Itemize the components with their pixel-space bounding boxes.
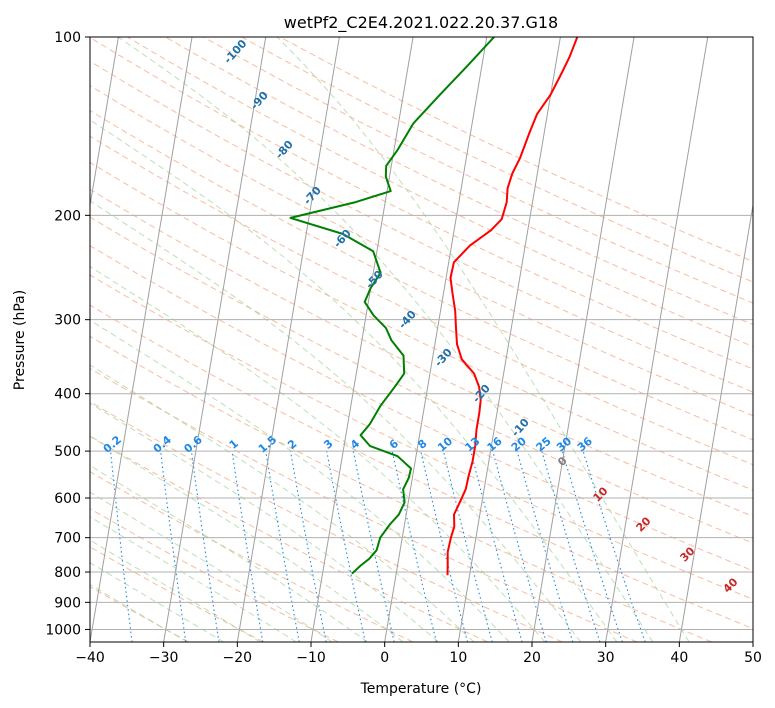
moist-adiabat [90, 265, 546, 642]
moist-adiabat [90, 200, 582, 642]
dry-adiabat [90, 188, 753, 517]
dry-adiabat [90, 435, 488, 642]
mixing-ratio-line [492, 450, 547, 642]
mixing-ratio-line [190, 451, 220, 642]
dry-adiabat [241, 37, 753, 283]
moist-adiabat [90, 364, 475, 642]
mixing-ratio-line [516, 450, 574, 642]
dry-adiabat [90, 135, 753, 466]
x-axis: −40 −30 −20 −10 0 10 20 30 40 50 [75, 642, 762, 666]
dry-adiabat [165, 37, 753, 326]
y-tick-label: 1000 [45, 622, 81, 638]
x-tick-label: −10 [296, 650, 326, 666]
isobar-grid [90, 37, 753, 630]
mixing-ratio-lines [110, 450, 646, 642]
dry-adiabat [90, 161, 753, 491]
isotherm-line [531, 37, 635, 642]
y-tick-label: 900 [54, 595, 81, 611]
moist-adiabat [276, 37, 690, 642]
dry-adiabat [90, 216, 753, 544]
dry-adiabat [127, 37, 753, 348]
y-tick-label: 700 [54, 531, 81, 547]
x-tick-label: 10 [449, 650, 467, 666]
x-tick-label: 30 [597, 650, 615, 666]
isotherm-line [384, 37, 488, 642]
mixing-ratio-line [265, 451, 300, 642]
y-axis: 100 200 300 400 500 600 700 800 900 1000 [45, 30, 90, 638]
isotherm-line [457, 37, 561, 642]
x-tick-label: −40 [75, 650, 105, 666]
temperature-profile [446, 37, 579, 576]
dry-adiabat [90, 60, 753, 393]
y-tick-label: 600 [54, 491, 81, 507]
mixing-ratio-line [541, 450, 601, 642]
isotherm-line [90, 37, 119, 209]
chart-title: wetPf2_C2E4.2021.022.20.37.G18 [284, 13, 558, 33]
isotherm-line [90, 37, 193, 642]
moist-adiabat [90, 465, 368, 642]
dry-adiabat [90, 304, 753, 630]
x-tick-label: 20 [523, 650, 541, 666]
y-tick-label: 400 [54, 387, 81, 403]
isotherm-line [163, 37, 267, 642]
moist-adiabat [90, 539, 261, 642]
isotherm-line [310, 37, 414, 642]
data-series [289, 37, 579, 576]
moist-adiabat [90, 402, 439, 642]
dry-adiabat [90, 274, 753, 600]
mixing-ratio-line [470, 450, 523, 642]
isotherm-grid [90, 37, 753, 642]
mixing-ratio-line [231, 451, 264, 642]
y-tick-label: 200 [54, 208, 81, 224]
x-tick-label: 50 [744, 650, 762, 666]
x-tick-label: 0 [380, 650, 389, 666]
moist-adiabat [90, 435, 404, 642]
mixing-ratio-line [160, 451, 187, 642]
y-tick-label: 300 [54, 313, 81, 329]
x-axis-label: Temperature (°C) [360, 681, 482, 697]
moist-adiabat [90, 562, 225, 642]
y-tick-label: 100 [54, 30, 81, 46]
y-tick-label: 500 [54, 444, 81, 460]
moist-adiabat [90, 119, 618, 642]
y-axis-label: Pressure (hPa) [12, 290, 28, 390]
x-tick-label: −20 [223, 650, 253, 666]
isotherm-line [236, 37, 340, 642]
dry-adiabat [90, 507, 339, 642]
isotherm-line [678, 202, 753, 642]
moist-adiabat [90, 584, 188, 642]
plot-frame [89, 36, 754, 643]
mixing-ratio-line [561, 450, 623, 642]
y-tick-label: 800 [54, 565, 81, 581]
moist-adiabats [90, 37, 690, 642]
dewpoint-profile [289, 37, 495, 575]
x-tick-label: −30 [149, 650, 179, 666]
dry-adiabat [90, 367, 638, 642]
x-tick-label: 40 [670, 650, 688, 666]
isotherm-line [605, 37, 709, 642]
dry-adiabat [90, 401, 563, 642]
moist-adiabat [117, 37, 654, 642]
